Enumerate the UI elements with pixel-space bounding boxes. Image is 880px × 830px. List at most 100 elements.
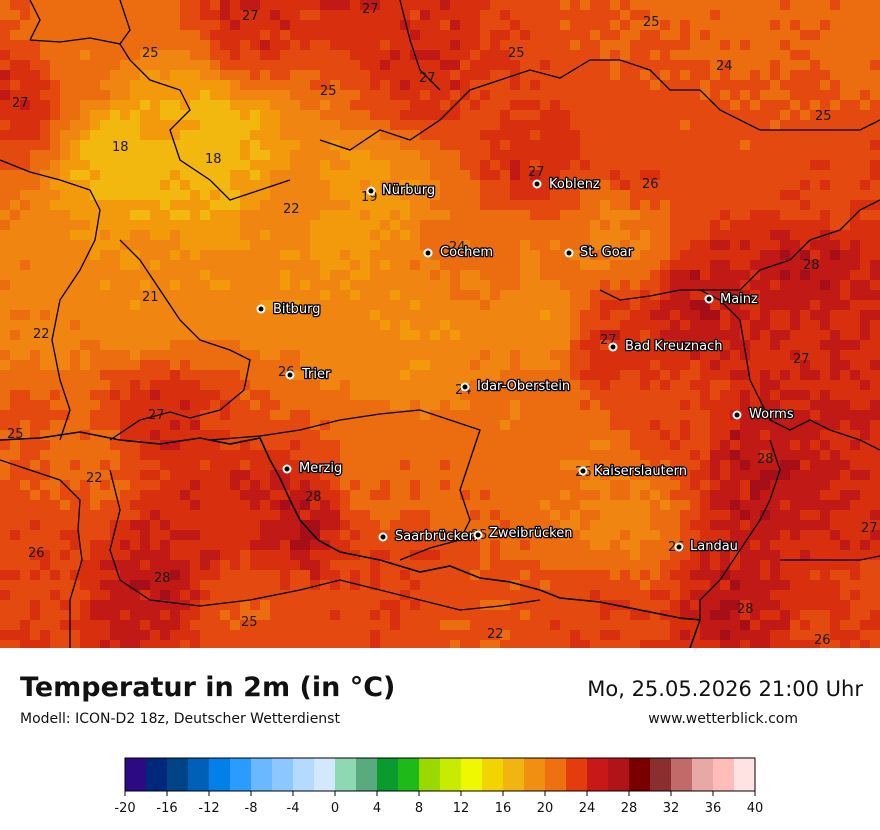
temperature-cell: [590, 60, 601, 71]
temperature-cell: [110, 210, 121, 221]
temperature-cell: [680, 330, 691, 341]
temperature-cell: [700, 360, 711, 371]
temperature-cell: [200, 390, 211, 401]
temperature-cell: [460, 70, 471, 81]
temperature-cell: [700, 400, 711, 411]
temperature-cell: [350, 170, 361, 181]
temperature-cell: [30, 90, 41, 101]
temperature-cell: [580, 400, 591, 411]
temperature-cell: [250, 390, 261, 401]
temperature-cell: [150, 50, 161, 61]
temperature-cell: [810, 200, 821, 211]
temperature-cell: [420, 270, 431, 281]
temperature-cell: [110, 500, 121, 511]
temperature-cell: [810, 270, 821, 281]
temperature-cell: [540, 440, 551, 451]
temperature-cell: [620, 250, 631, 261]
temperature-cell: [620, 330, 631, 341]
temperature-cell: [160, 530, 171, 541]
temperature-cell: [390, 320, 401, 331]
temperature-cell: [140, 550, 151, 561]
temperature-cell: [520, 420, 531, 431]
temperature-cell: [40, 500, 51, 511]
temperature-cell: [410, 100, 421, 111]
temperature-cell: [790, 390, 801, 401]
temperature-cell: [730, 270, 741, 281]
temperature-cell: [140, 100, 151, 111]
temperature-cell: [510, 540, 521, 551]
temperature-cell: [350, 120, 361, 131]
temperature-cell: [480, 250, 491, 261]
temperature-cell: [90, 530, 101, 541]
temperature-cell: [590, 140, 601, 151]
temperature-cell: [830, 140, 841, 151]
temperature-cell: [410, 510, 421, 521]
temperature-cell: [30, 260, 41, 271]
temperature-cell: [750, 200, 761, 211]
temperature-cell: [170, 150, 181, 161]
temperature-cell: [680, 20, 691, 31]
temperature-cell: [170, 220, 181, 231]
temperature-cell: [400, 30, 411, 41]
temperature-cell: [670, 40, 681, 51]
temperature-cell: [820, 120, 831, 131]
temperature-cell: [100, 480, 111, 491]
temperature-cell: [480, 360, 491, 371]
temperature-cell: [460, 190, 471, 201]
temperature-cell: [80, 390, 91, 401]
temperature-cell: [310, 190, 321, 201]
temperature-cell: [800, 140, 811, 151]
temperature-cell: [330, 30, 341, 41]
temperature-cell: [380, 100, 391, 111]
temperature-cell: [460, 290, 471, 301]
temperature-cell: [590, 380, 601, 391]
temperature-cell: [540, 10, 551, 21]
temperature-cell: [200, 360, 211, 371]
temperature-cell: [260, 330, 271, 341]
temperature-cell: [120, 190, 131, 201]
temperature-cell: [700, 270, 711, 281]
temperature-cell: [480, 50, 491, 61]
temperature-cell: [150, 150, 161, 161]
temperature-cell: [830, 360, 841, 371]
temperature-cell: [670, 350, 681, 361]
temperature-cell: [360, 400, 371, 411]
temperature-cell: [610, 440, 621, 451]
temperature-cell: [630, 230, 641, 241]
temperature-cell: [240, 460, 251, 471]
temperature-cell: [550, 400, 561, 411]
temperature-cell: [20, 240, 31, 251]
temperature-cell: [200, 20, 211, 31]
temperature-cell: [640, 470, 651, 481]
temperature-cell: [150, 460, 161, 471]
temperature-cell: [840, 130, 851, 141]
temperature-cell: [90, 400, 101, 411]
temperature-cell: [100, 460, 111, 471]
temperature-cell: [590, 270, 601, 281]
temperature-cell: [40, 320, 51, 331]
temperature-cell: [550, 120, 561, 131]
temperature-cell: [500, 20, 511, 31]
temperature-cell: [490, 10, 501, 21]
temperature-cell: [530, 160, 541, 171]
temperature-cell: [870, 240, 880, 251]
temperature-cell: [10, 380, 21, 391]
temperature-cell: [210, 240, 221, 251]
temperature-cell: [190, 170, 201, 181]
temperature-cell: [40, 80, 51, 91]
temperature-cell: [50, 0, 61, 11]
temperature-cell: [290, 90, 301, 101]
temperature-cell: [170, 40, 181, 51]
temperature-cell: [860, 510, 871, 521]
temperature-cell: [590, 330, 601, 341]
temperature-cell: [240, 210, 251, 221]
temperature-cell: [530, 500, 541, 511]
temperature-cell: [540, 320, 551, 331]
temperature-cell: [70, 240, 81, 251]
temperature-cell: [470, 430, 481, 441]
temperature-cell: [80, 310, 91, 321]
temperature-cell: [250, 320, 261, 331]
temperature-cell: [510, 420, 521, 431]
temperature-cell: [760, 20, 771, 31]
temperature-cell: [540, 260, 551, 271]
